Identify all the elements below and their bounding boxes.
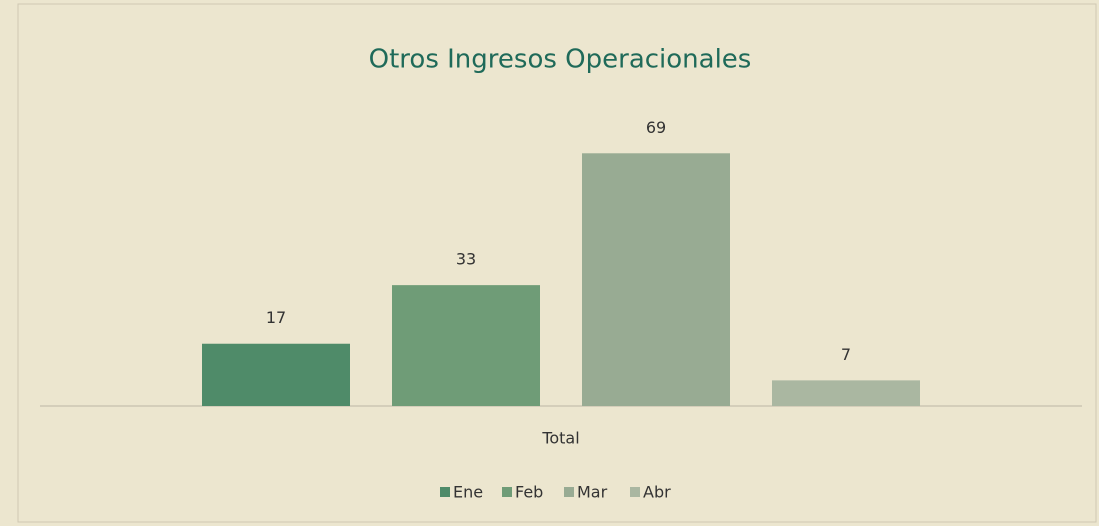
legend-swatch xyxy=(440,487,450,497)
bar xyxy=(582,153,730,406)
data-label: 17 xyxy=(266,308,286,327)
legend-label: Mar xyxy=(577,483,608,502)
x-tick-label: Total xyxy=(541,429,579,448)
legend-swatch xyxy=(630,487,640,497)
legend-label: Feb xyxy=(515,483,543,502)
bar xyxy=(202,343,350,406)
chart-border xyxy=(17,3,1097,523)
data-label: 7 xyxy=(841,345,851,364)
legend-swatch xyxy=(502,487,512,497)
bar xyxy=(772,380,920,406)
bar xyxy=(392,285,540,406)
data-label: 33 xyxy=(456,250,476,269)
legend-label: Ene xyxy=(453,483,483,502)
data-label: 69 xyxy=(646,118,666,137)
legend-swatch xyxy=(564,487,574,497)
legend-label: Abr xyxy=(643,483,671,502)
chart-title: Otros Ingresos Operacionales xyxy=(369,45,752,75)
